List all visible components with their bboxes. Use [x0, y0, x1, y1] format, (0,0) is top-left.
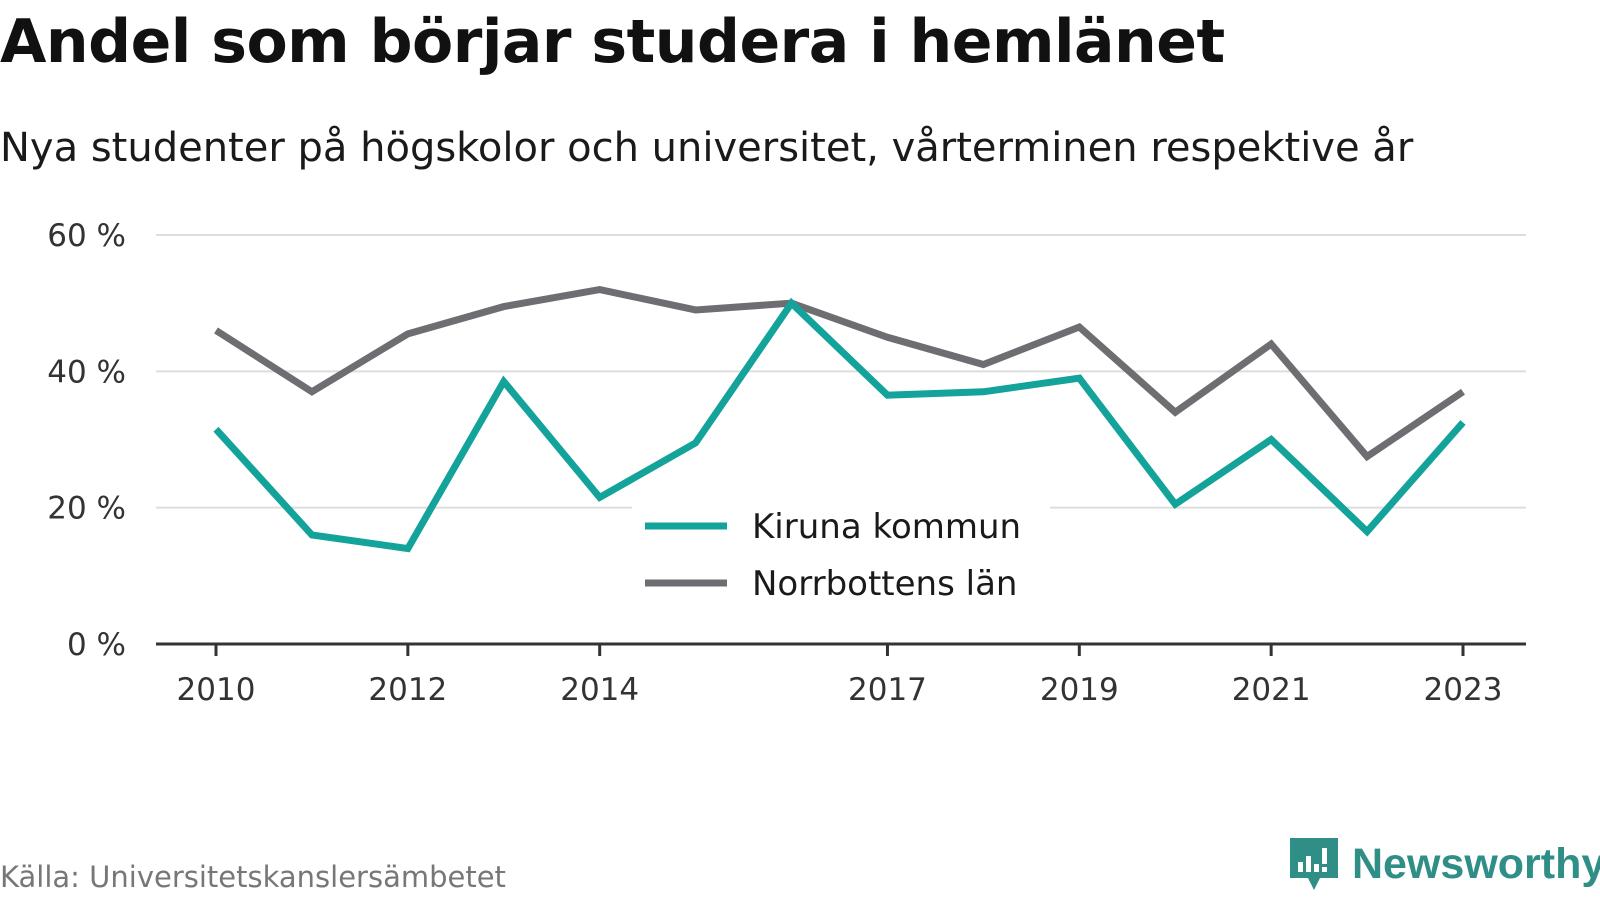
- series-line-norrbotten: [214, 285, 1465, 462]
- chart-subtitle: Nya studenter på högskolor och universit…: [0, 125, 1414, 171]
- legend: Kiruna kommun Norrbottens län: [632, 498, 1050, 616]
- x-tick-label: 2021: [1232, 672, 1311, 708]
- series-lines: [213, 285, 1466, 553]
- legend-background: [632, 498, 1050, 616]
- y-tick-label: 40 %: [47, 354, 126, 390]
- grid-lines: [156, 234, 1526, 509]
- x-tick-label: 2023: [1424, 672, 1503, 708]
- series-line-kiruna: [213, 297, 1466, 553]
- legend-label-norrbotten: Norrbottens län: [752, 564, 1017, 604]
- y-axis-tick-labels: 0 % 20 % 40 % 60 %: [47, 218, 126, 663]
- x-tick-label: 2012: [368, 672, 447, 708]
- x-tick-label: 2017: [848, 672, 927, 708]
- newsworthy-logo-icon: [1290, 838, 1338, 890]
- x-tick-label: 2010: [177, 672, 256, 708]
- newsworthy-logo: Newsworthy: [1288, 836, 1600, 892]
- x-axis-tick-labels: 2010 2012 2014 2017 2019 2021 2023: [177, 644, 1503, 708]
- y-tick-label: 60 %: [47, 218, 126, 254]
- source-note: Källa: Universitetskanslersämbetet: [0, 860, 506, 894]
- x-tick-label: 2014: [560, 672, 639, 708]
- legend-label-kiruna: Kiruna kommun: [752, 507, 1021, 547]
- x-tick-label: 2019: [1040, 672, 1119, 708]
- y-tick-label: 0 %: [67, 627, 126, 663]
- chart-title: Andel som börjar studera i hemlänet: [0, 7, 1225, 77]
- newsworthy-logo-text: Newsworthy: [1352, 839, 1600, 888]
- y-tick-label: 20 %: [47, 491, 126, 527]
